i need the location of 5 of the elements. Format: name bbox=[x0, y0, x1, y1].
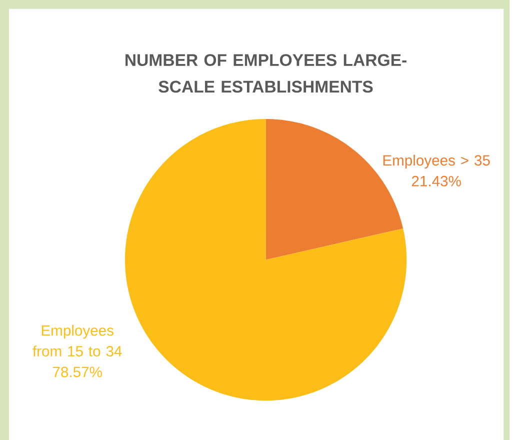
data-label: 78.57% bbox=[52, 366, 102, 378]
slice-label: Employees from 15 to 34 bbox=[32, 324, 122, 356]
data-label: 21.43% bbox=[412, 176, 461, 186]
chart-title: NUMBER OF EMPLOYEES LARGE-SCALE ESTABLISHMENTS bbox=[126, 54, 406, 93]
slice-label: Employees > 35 bbox=[383, 154, 490, 168]
